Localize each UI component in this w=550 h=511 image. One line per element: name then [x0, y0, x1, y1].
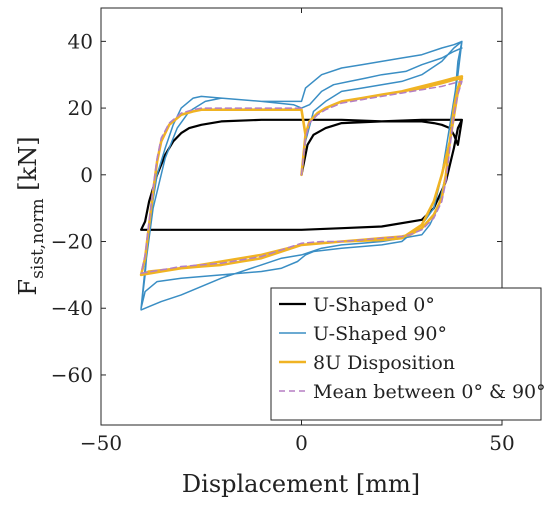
- x-tick-label: −50: [80, 431, 122, 455]
- x-tick-label: 50: [489, 431, 514, 455]
- axis-ticks: −50 0 50 40 20 0 −20 −40 −60: [51, 8, 515, 455]
- legend-label-4: Mean between 0° & 90°: [313, 381, 546, 403]
- y-axis-label-main: F: [14, 279, 42, 296]
- y-axis-label: Fsist,norm [kN]: [14, 136, 48, 295]
- legend-label-3: 8U Disposition: [313, 352, 455, 374]
- series-layer: [139, 40, 464, 311]
- y-tick-label: 20: [68, 96, 93, 120]
- y-axis-label-subscript: sist,norm: [28, 198, 48, 279]
- legend: U-Shaped 0° U-Shaped 90° 8U Disposition Mea…: [270, 287, 546, 421]
- y-axis-label-unit: [kN]: [14, 136, 42, 198]
- y-tick-label: 40: [68, 29, 93, 53]
- y-tick-label: −20: [51, 230, 93, 254]
- y-tick-label: −60: [51, 363, 93, 387]
- x-tick-label: 0: [295, 431, 308, 455]
- legend-label-1: U-Shaped 0°: [313, 294, 435, 316]
- y-tick-label: 0: [80, 163, 93, 187]
- series-line-4: [140, 80, 463, 274]
- y-tick-label: −40: [51, 296, 93, 320]
- legend-box: [270, 287, 542, 421]
- series-line-1: [140, 118, 463, 231]
- x-axis-label: Displacement [mm]: [182, 470, 420, 498]
- legend-label-2: U-Shaped 90°: [313, 323, 447, 345]
